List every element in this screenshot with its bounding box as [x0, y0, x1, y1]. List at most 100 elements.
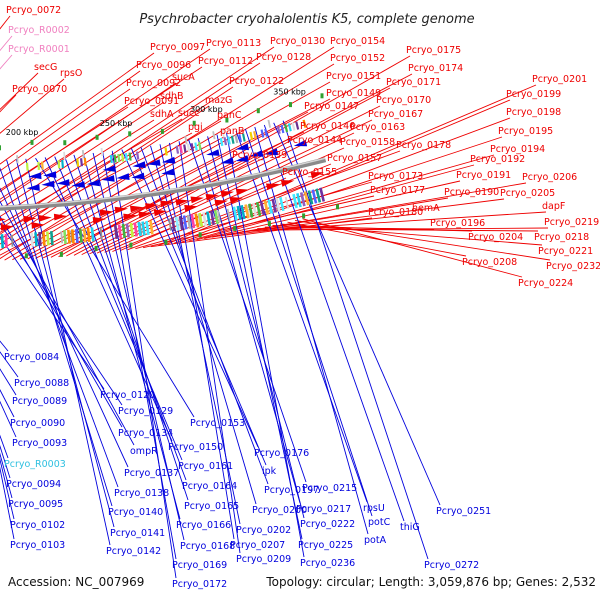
gene-label: Pcryo_0207: [230, 540, 285, 551]
connector-line: [0, 222, 123, 406]
feature-box: [174, 216, 180, 231]
connector-line: [207, 136, 305, 519]
connector-line: [92, 152, 185, 541]
connector-line: [25, 158, 111, 546]
feature-box: [267, 199, 273, 214]
gene-label: Pcryo_0225: [298, 540, 353, 551]
feature-box: [175, 145, 180, 154]
connector-line: [111, 150, 177, 579]
gene-label: Pcryo_0202: [236, 525, 291, 536]
feature-box: [178, 215, 184, 231]
connector-line: [226, 132, 305, 558]
gene-label: Pcryo_0150: [168, 442, 223, 453]
feature-box: [74, 228, 79, 244]
gene-label: Pcryo_0175: [406, 45, 461, 56]
gene-label: Pcryo_0236: [300, 558, 355, 569]
feature-box: [221, 129, 225, 138]
connector-line: [15, 159, 115, 528]
feature-box: [219, 137, 224, 147]
feature-box: [253, 131, 257, 140]
connector-line: [0, 106, 129, 191]
gene-label: Pcryo_0208: [462, 257, 517, 268]
feature-box: [212, 131, 216, 140]
gene-label: Pcryo_0163: [350, 122, 405, 133]
feature-box: [128, 152, 132, 161]
feature-box: [186, 143, 191, 152]
gc-marker: [164, 239, 168, 245]
strand-arrow: [99, 209, 113, 217]
feature-box: [121, 223, 126, 239]
connector-line: [165, 99, 511, 245]
gene-label: Pcryo_0198: [506, 107, 561, 118]
gene-label: dapF: [542, 201, 565, 212]
feature-box: [109, 154, 113, 164]
connector-line: [204, 180, 461, 239]
feature-box: [50, 231, 54, 246]
gene-label: Pcryo_0093: [12, 438, 67, 449]
connector-line: [158, 84, 537, 247]
feature-box: [99, 227, 103, 240]
feature-box: [129, 222, 134, 238]
strand-arrow: [162, 156, 176, 164]
feature-box: [30, 232, 34, 247]
gene-label: Pcryo_0174: [408, 63, 463, 74]
feature-box: [133, 222, 138, 237]
gene-label: panB: [220, 126, 244, 137]
feature-box: [145, 220, 150, 236]
gene-label: Pcryo_0097: [150, 42, 205, 53]
feature-box: [4, 233, 8, 249]
connector-line: [242, 211, 547, 233]
feature-box: [259, 201, 266, 216]
strand-arrow: [147, 159, 161, 166]
strand-arrow: [116, 173, 130, 180]
feature-box: [11, 234, 14, 247]
gene-label: Pcryo_0180: [368, 207, 423, 218]
feature-box: [302, 119, 307, 128]
gene-label: Pcryo_0176: [254, 448, 309, 459]
gene-label: Pcryo_0219: [544, 217, 599, 228]
connector-line: [0, 70, 141, 172]
feature-box: [252, 202, 258, 217]
connector-line: [282, 120, 429, 560]
strand-arrow: [71, 181, 85, 188]
strand-arrow: [205, 194, 219, 201]
gene-label: ompR: [130, 446, 158, 457]
gene-label: Pcryo_0153: [190, 418, 245, 429]
gc-marker: [320, 93, 324, 99]
feature-box: [263, 200, 270, 215]
feature-box: [78, 228, 83, 243]
scale-tick-label: 250 kbp: [100, 119, 133, 128]
strand-arrow: [0, 218, 6, 222]
feature-box: [41, 161, 44, 170]
connector-line: [273, 122, 441, 506]
feature-box: [37, 161, 40, 170]
strand-arrow: [0, 223, 14, 231]
gene-label: Pcryo_0217: [296, 504, 351, 515]
gene-label: Pcryo_0140: [108, 507, 163, 518]
gene-label: Pcryo_R0002: [8, 25, 70, 36]
feature-box: [164, 147, 168, 156]
feature-box: [194, 142, 198, 151]
connector-line: [235, 130, 368, 503]
gene-label: Pcryo_0173: [368, 171, 423, 182]
connector-line: [0, 119, 155, 218]
feature-box: [295, 121, 300, 130]
strand-arrow: [138, 211, 152, 219]
gc-marker: [0, 145, 1, 151]
strand-arrow: [28, 172, 42, 180]
connector-line: [150, 145, 257, 505]
gc-marker: [30, 139, 34, 145]
gene-label: Pcryo_0206: [522, 172, 577, 183]
gene-label: Pcryo_0205: [500, 188, 555, 199]
feature-box: [90, 227, 95, 242]
feature-box: [284, 124, 289, 133]
gene-label: Pcryo_0139: [232, 150, 287, 161]
feature-box: [223, 137, 228, 146]
feature-box: [280, 124, 285, 134]
feature-box: [136, 151, 140, 160]
connector-line: [27, 111, 309, 260]
gc-marker: [289, 102, 292, 108]
connector-line: [0, 466, 15, 540]
strand-arrow: [53, 213, 68, 221]
connector-line: [130, 148, 267, 466]
